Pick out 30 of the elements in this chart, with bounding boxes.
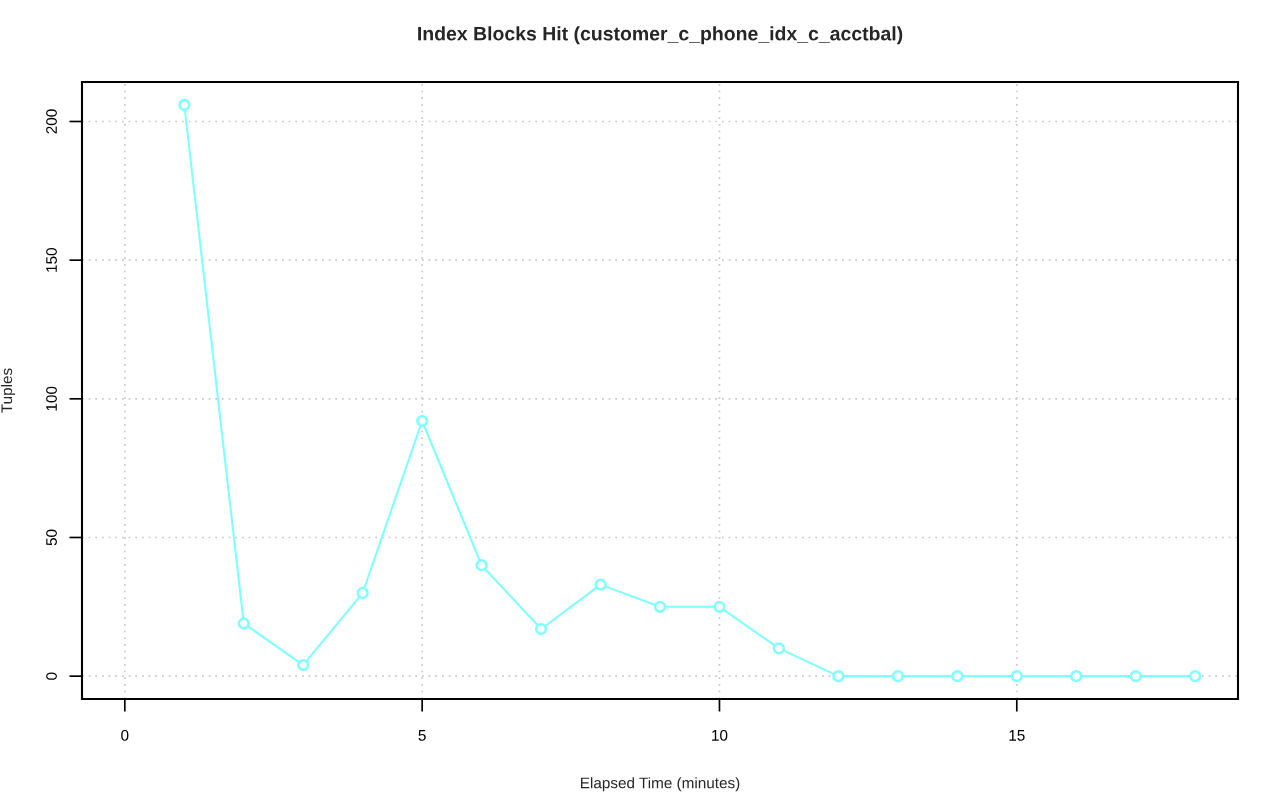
point: [772, 642, 786, 655]
point: [594, 578, 607, 591]
y-tick-label: 50: [46, 529, 57, 546]
y-tick-label: 150: [46, 248, 57, 272]
y-tick-label: 100: [46, 386, 57, 411]
y-tick-label: 200: [46, 109, 57, 134]
point: [891, 670, 904, 683]
point: [713, 600, 726, 613]
x-tick-label: 10: [712, 729, 728, 741]
x-tick-label: 0: [121, 729, 129, 741]
point: [832, 670, 845, 683]
point: [475, 559, 488, 572]
chart-title: Index Blocks Hit (customer_c_phone_idx_c_acctbal): [418, 26, 903, 45]
point: [653, 600, 667, 613]
point: [1129, 670, 1142, 683]
point: [237, 617, 250, 630]
point: [1010, 670, 1023, 683]
x-axis-title: Elapsed Time (minutes): [581, 777, 740, 792]
y-tick-label: 0: [46, 672, 57, 680]
x-tick-label: 5: [418, 730, 426, 741]
point: [178, 98, 191, 111]
point: [356, 586, 369, 600]
point: [297, 658, 310, 672]
point: [416, 414, 429, 428]
point: [534, 622, 548, 636]
point: [951, 670, 964, 683]
point: [1070, 670, 1083, 683]
y-axis-title: Tuples: [0, 368, 16, 413]
point: [1189, 670, 1202, 683]
x-tick-label: 15: [1009, 730, 1025, 741]
